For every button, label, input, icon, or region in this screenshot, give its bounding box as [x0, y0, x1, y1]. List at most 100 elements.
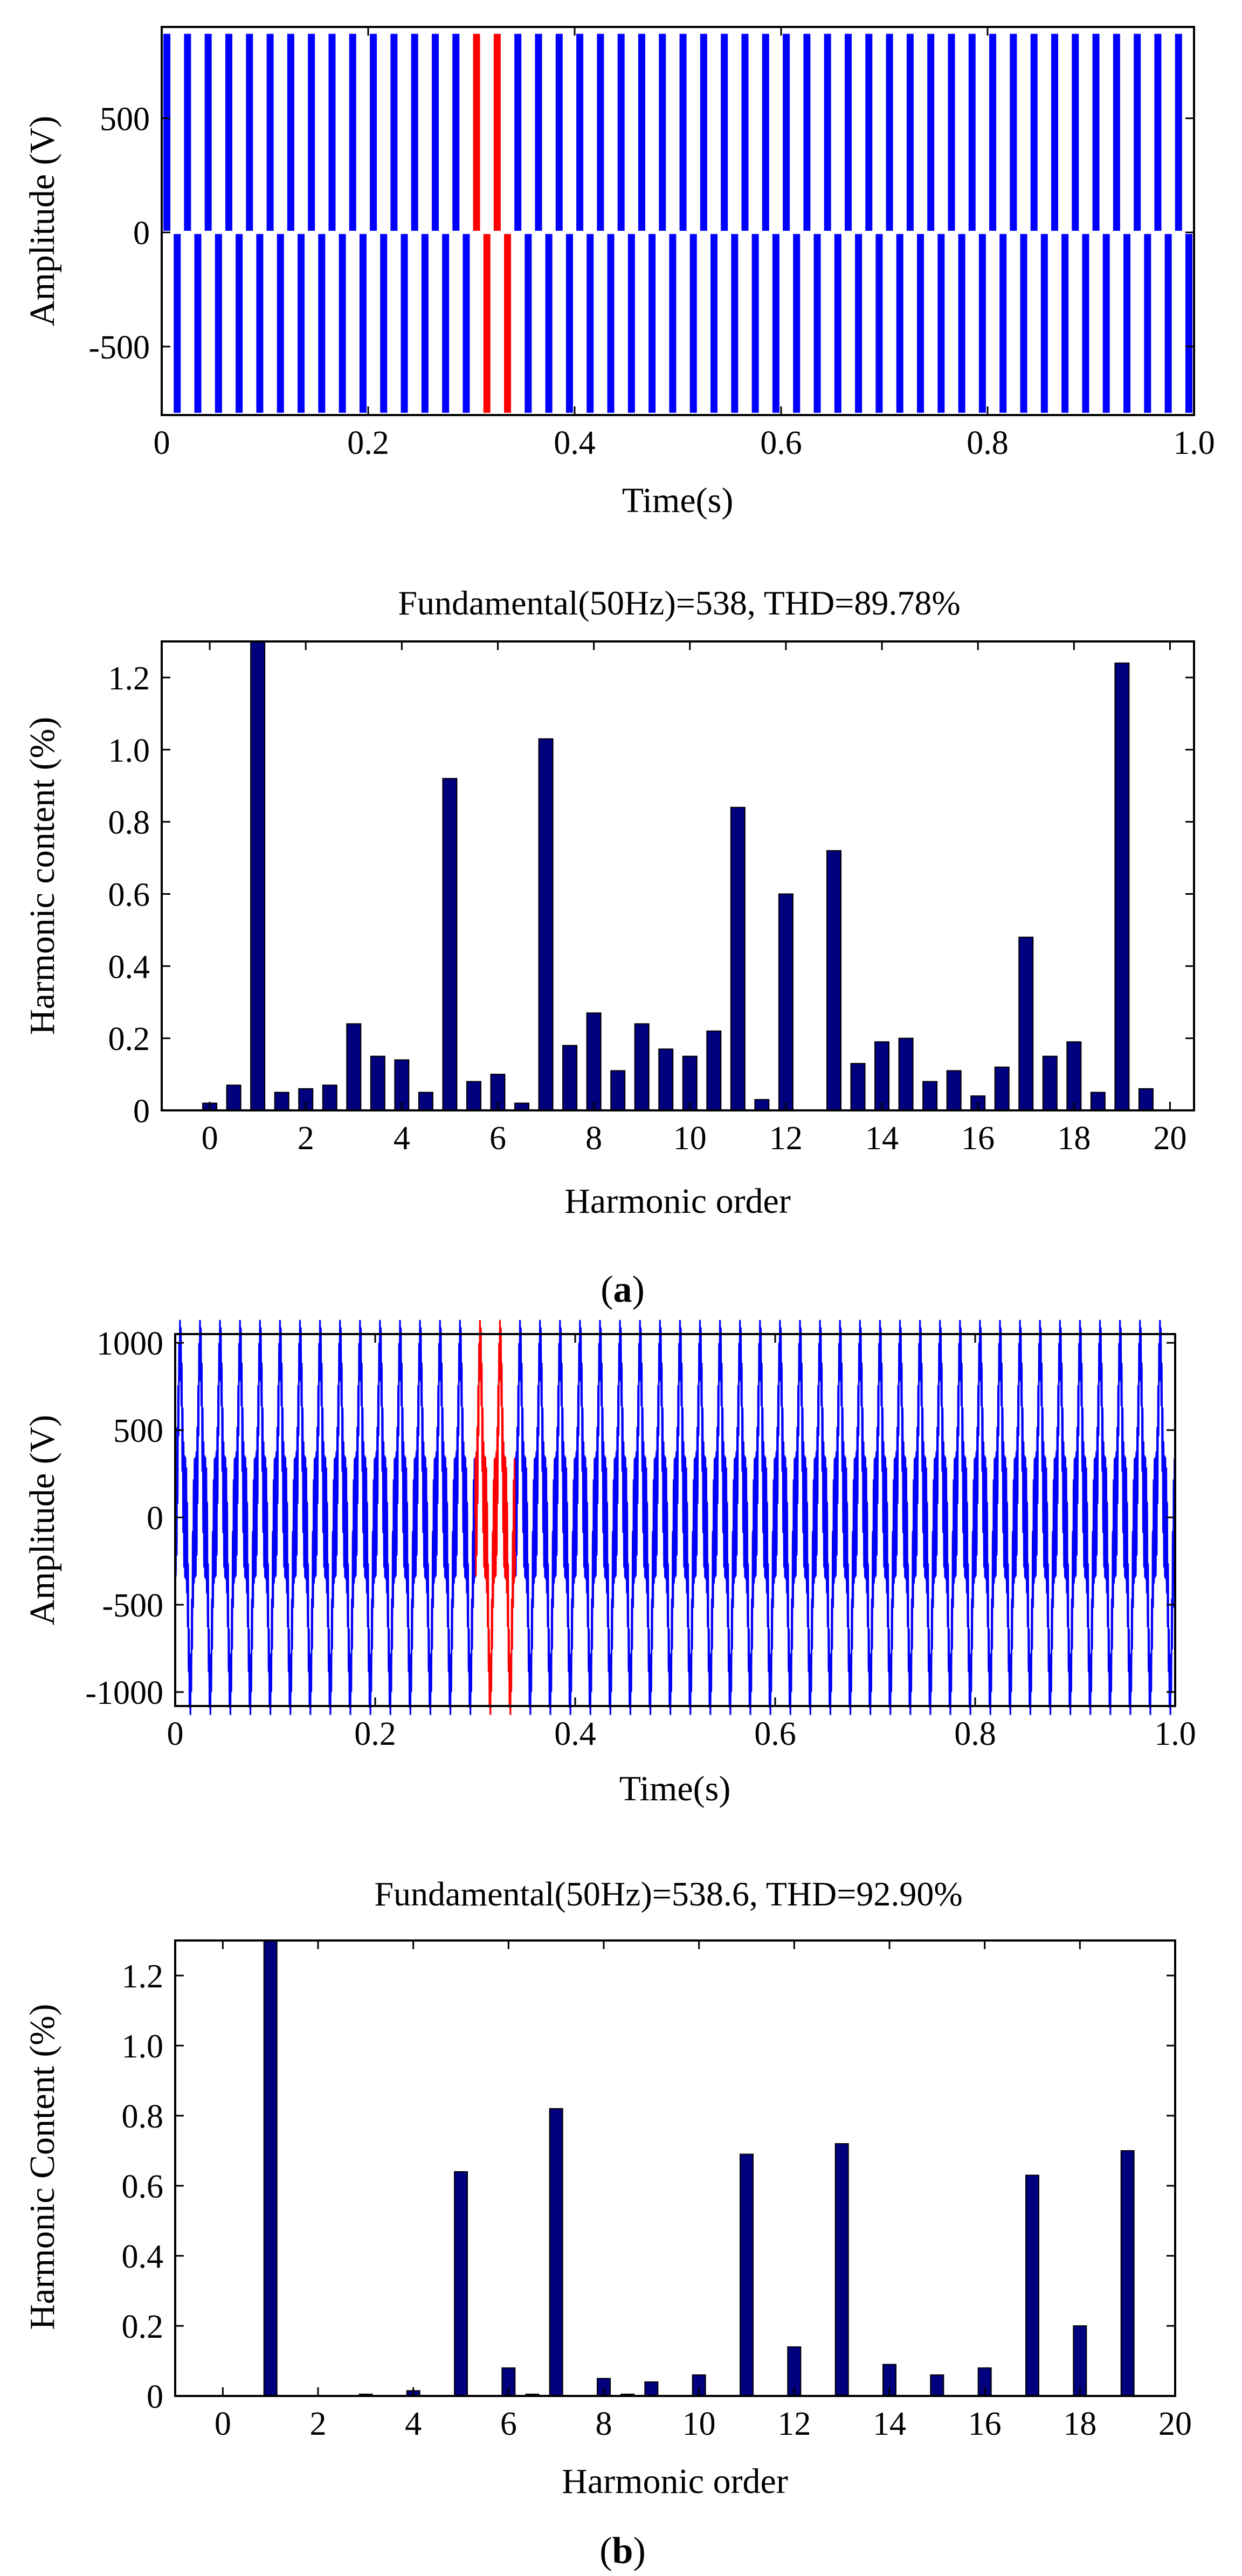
x-tick-label: 14 — [865, 1120, 899, 1157]
bars — [202, 641, 1154, 1111]
bar — [1120, 2150, 1135, 2397]
y-tick-label: 0.8 — [108, 805, 150, 841]
plot-frame — [174, 1333, 1176, 1707]
waveform-trace — [174, 1320, 1176, 1715]
x-tick-label: 14 — [873, 2406, 906, 2442]
bar — [658, 1048, 674, 1111]
x-tick-label: 18 — [1057, 1120, 1091, 1157]
bar — [826, 850, 841, 1111]
bar — [1025, 2174, 1039, 2397]
bar — [730, 806, 746, 1111]
bar — [922, 1081, 938, 1111]
bar — [549, 2108, 563, 2397]
y-tick-label: 0 — [147, 2379, 163, 2415]
y-axis-label: Amplitude (V) — [23, 1415, 62, 1625]
y-tick-label: -500 — [102, 1587, 163, 1624]
highlighted-cycle — [473, 33, 512, 413]
x-ticks: 0 0.2 0.4 0.6 0.8 1.0 — [167, 1334, 1196, 1752]
y-tick-label: 500 — [113, 1413, 163, 1449]
x-tick-label: 2 — [310, 2406, 327, 2442]
x-tick-label: 0.8 — [967, 425, 1009, 461]
bar — [634, 1023, 650, 1111]
x-tick-label: 0.2 — [354, 1716, 396, 1752]
caption-a: (a) — [601, 1269, 645, 1310]
x-tick-label: 0.4 — [554, 425, 596, 461]
y-tick-label: 0.6 — [108, 876, 150, 913]
bar — [274, 1092, 289, 1111]
bar — [418, 1092, 433, 1111]
bar — [1042, 1055, 1058, 1111]
x-tick-label: 18 — [1063, 2406, 1096, 2442]
x-tick-label: 6 — [489, 1120, 506, 1157]
bar — [322, 1085, 337, 1111]
y-tick-label: -500 — [88, 329, 150, 366]
highlighted-cycle — [474, 1320, 516, 1715]
bars — [263, 1940, 1135, 2397]
x-tick-label: 16 — [968, 2406, 1002, 2442]
y-tick-label: 1.0 — [108, 733, 150, 769]
harmonic-chart-a: Fundamental(50Hz)=538, THD=89.78% 0 2 4 6 8 1… — [23, 584, 1195, 1221]
x-ticks: 0 2 4 6 8 10 12 14 16 18 20 — [215, 1940, 1192, 2442]
bar — [250, 641, 266, 1111]
x-tick-label: 10 — [682, 2406, 716, 2442]
bar — [834, 2143, 849, 2397]
chart-title: Fundamental(50Hz)=538, THD=89.78% — [398, 584, 960, 622]
y-tick-label: 0.2 — [122, 2309, 164, 2345]
x-tick-label: 0.2 — [347, 425, 389, 461]
x-tick-label: 0 — [154, 425, 170, 461]
y-axis-label: Amplitude (V) — [23, 116, 62, 326]
bar — [1073, 2325, 1087, 2397]
y-ticks: 0 0.2 0.4 0.6 0.8 1.0 1.2 — [122, 1958, 1175, 2415]
y-axis-label: Harmonic Content (%) — [23, 2004, 62, 2330]
y-ticks: -1000 -500 0 500 1000 — [85, 1325, 1175, 1711]
bar — [263, 1940, 278, 2397]
y-tick-label: 0.4 — [122, 2239, 164, 2275]
x-tick-label: 12 — [769, 1120, 803, 1157]
waveform-trace-b — [174, 1320, 1176, 1715]
x-tick-label: 20 — [1153, 1120, 1186, 1157]
plot-frame — [161, 26, 1195, 416]
caption-b: (b) — [599, 2530, 646, 2572]
y-tick-label: 1.2 — [122, 1958, 164, 1995]
x-tick-label: 1.0 — [1154, 1716, 1196, 1752]
bar — [1114, 662, 1130, 1111]
y-tick-label: 0 — [133, 215, 150, 252]
x-tick-label: 0.6 — [754, 1716, 796, 1752]
waveform-plot-a: 0 0.2 0.4 0.6 0.8 1.0 -500 0 500 Time(s) Amplit… — [23, 26, 1215, 520]
bar — [874, 1041, 890, 1111]
y-tick-label: 0.8 — [122, 2098, 164, 2135]
y-tick-label: 500 — [100, 101, 150, 137]
bar — [778, 893, 794, 1111]
bar — [946, 1070, 962, 1111]
y-tick-label: 0 — [133, 1093, 150, 1130]
bar — [898, 1038, 914, 1111]
x-tick-label: 0.4 — [554, 1716, 596, 1752]
y-tick-label: 0.6 — [122, 2168, 164, 2205]
y-tick-label: -1000 — [85, 1675, 163, 1711]
harmonic-chart-b: Fundamental(50Hz)=538.6, THD=92.90% 0 2 4 6… — [23, 1875, 1192, 2501]
bar — [610, 1070, 626, 1111]
x-axis-label: Time(s) — [619, 1769, 731, 1808]
bar — [1090, 1092, 1106, 1111]
x-axis-label: Harmonic order — [564, 1182, 791, 1221]
bar — [754, 1099, 770, 1111]
x-tick-label: 0 — [202, 1120, 218, 1157]
bar — [562, 1045, 578, 1111]
bar — [514, 1102, 530, 1111]
x-tick-label: 12 — [777, 2406, 811, 2442]
bar — [586, 1012, 602, 1111]
x-tick-label: 0 — [167, 1716, 184, 1752]
y-tick-label: 1.2 — [108, 660, 150, 697]
x-ticks: 0 0.2 0.4 0.6 0.8 1.0 — [154, 27, 1215, 461]
plot-frame — [161, 640, 1195, 1111]
x-tick-label: 8 — [596, 2406, 612, 2442]
y-ticks: 0 0.2 0.4 0.6 0.8 1.0 1.2 — [108, 660, 1194, 1130]
bar — [466, 1081, 481, 1111]
x-tick-label: 8 — [585, 1120, 602, 1157]
y-tick-label: 0 — [147, 1500, 163, 1537]
x-axis-label: Time(s) — [622, 481, 734, 520]
x-tick-label: 4 — [405, 2406, 422, 2442]
bar — [1138, 1088, 1154, 1111]
x-tick-label: 1.0 — [1173, 425, 1215, 461]
